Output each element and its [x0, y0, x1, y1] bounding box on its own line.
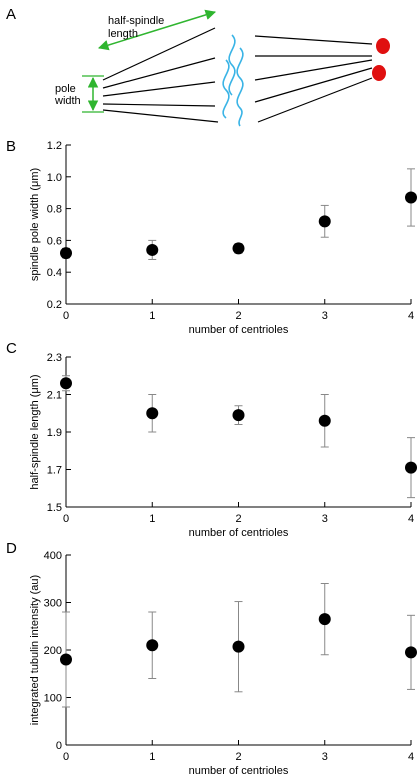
x-tick-label: 1	[149, 310, 155, 322]
y-tick-label: 300	[44, 598, 62, 610]
x-axis-label: number of centrioles	[189, 324, 289, 336]
data-point	[60, 377, 72, 390]
data-point	[60, 247, 72, 260]
y-tick-label: 2.3	[47, 352, 62, 364]
data-point	[146, 407, 159, 420]
y-tick-label: 0.4	[47, 267, 62, 279]
width-label-1: pole	[55, 83, 76, 95]
length-arrow	[97, 9, 217, 51]
y-axis-label: spindle pole width (μm)	[29, 168, 41, 281]
x-tick-label: 3	[322, 513, 328, 525]
x-tick-label: 2	[235, 751, 241, 763]
panel-letter-b: B	[6, 138, 17, 155]
x-tick-label: 1	[149, 513, 155, 525]
y-tick-label: 2.1	[47, 390, 62, 402]
right-microtubules	[254, 35, 373, 123]
x-tick-label: 4	[408, 751, 414, 763]
x-tick-label: 3	[322, 310, 328, 322]
y-tick-label: 1.7	[47, 465, 62, 477]
x-tick-label: 1	[149, 751, 155, 763]
x-axis-label: number of centrioles	[189, 527, 289, 539]
y-tick-label: 1.0	[47, 172, 62, 184]
x-tick-label: 4	[408, 310, 414, 322]
data-point	[232, 409, 245, 422]
x-tick-label: 2	[235, 310, 241, 322]
red-dot-1	[376, 38, 390, 54]
data-point	[405, 461, 417, 474]
data-point	[318, 613, 331, 626]
red-dot-2	[372, 65, 386, 81]
x-tick-label: 0	[63, 751, 69, 763]
y-tick-label: 1.2	[47, 140, 62, 152]
data-point	[60, 653, 72, 666]
x-tick-label: 0	[63, 310, 69, 322]
x-tick-label: 0	[63, 513, 69, 525]
y-tick-label: 100	[44, 693, 62, 705]
data-point	[232, 242, 245, 255]
y-tick-label: 0	[56, 740, 62, 752]
panel-letter-a: A	[6, 6, 17, 23]
wavy-chromosomes	[222, 34, 244, 127]
y-tick-label: 0.2	[47, 299, 62, 311]
data-point	[405, 191, 417, 204]
y-tick-label: 1.5	[47, 502, 62, 514]
x-tick-label: 4	[408, 513, 414, 525]
x-tick-label: 2	[235, 513, 241, 525]
panel-letter-d: D	[6, 540, 17, 557]
panel-letter-c: C	[6, 340, 17, 357]
x-tick-label: 3	[322, 751, 328, 763]
y-tick-label: 400	[44, 550, 62, 562]
y-tick-label: 0.6	[47, 235, 62, 247]
length-label-1: half-spindle	[108, 15, 164, 27]
data-point	[405, 646, 417, 659]
y-tick-label: 0.8	[47, 204, 62, 216]
width-label-2: width	[54, 95, 81, 107]
data-point	[318, 414, 331, 427]
y-axis-label: integrated tubulin intensity (au)	[29, 575, 41, 725]
length-label-2: length	[108, 28, 138, 40]
y-tick-label: 200	[44, 645, 62, 657]
data-point	[146, 243, 159, 256]
y-axis-label: half-spindle length (μm)	[29, 374, 41, 489]
y-tick-label: 1.9	[47, 427, 62, 439]
data-point	[146, 639, 159, 652]
x-axis-label: number of centrioles	[189, 765, 289, 777]
data-point	[232, 640, 245, 653]
spindle-schematic: half-spindle length pole width	[54, 9, 390, 127]
data-point	[318, 215, 331, 228]
